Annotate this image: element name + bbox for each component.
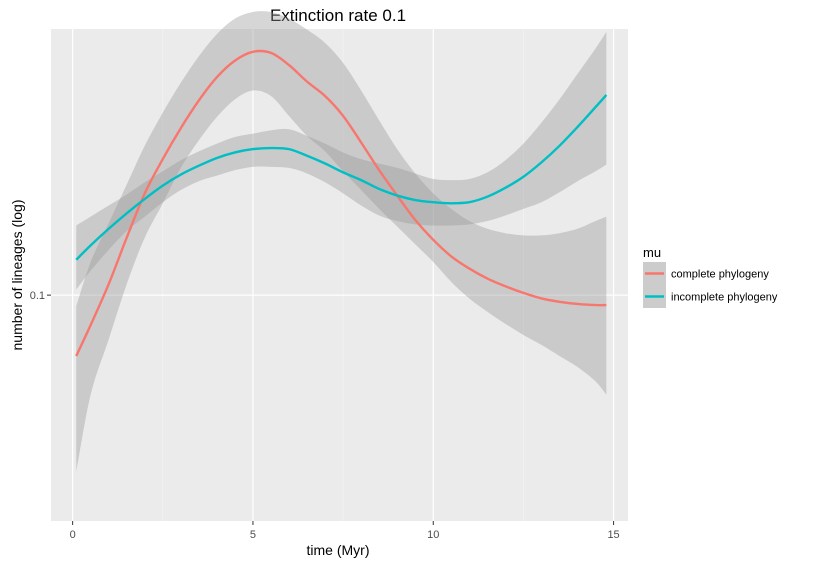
series-lines: [75, 49, 608, 357]
x-tick-label: 10: [427, 529, 439, 541]
axes: 0 5 10 15 0.1: [30, 290, 620, 541]
x-axis-title: time (Myr): [307, 542, 370, 558]
chart-title: Extinction rate 0.1: [270, 6, 406, 25]
y-axis-title: number of lineages (log): [9, 200, 25, 351]
confidence-ribbons: [76, 11, 607, 473]
legend-label-2: incomplete phylogeny: [671, 292, 778, 304]
legend-label-1: complete phylogeny: [671, 269, 769, 281]
y-tick-label: 0.1: [30, 290, 45, 302]
series-line-2: [75, 94, 608, 261]
x-tick-label: 15: [607, 529, 619, 541]
legend-title: mu: [643, 245, 661, 260]
confidence-ribbon-2: [76, 31, 607, 290]
x-tick-label: 0: [70, 529, 76, 541]
legend: mu complete phylogeny incomplete phylogen…: [643, 245, 778, 308]
series-line-1: [75, 49, 607, 357]
x-tick-label: 5: [250, 529, 256, 541]
confidence-ribbon-1: [76, 11, 607, 473]
